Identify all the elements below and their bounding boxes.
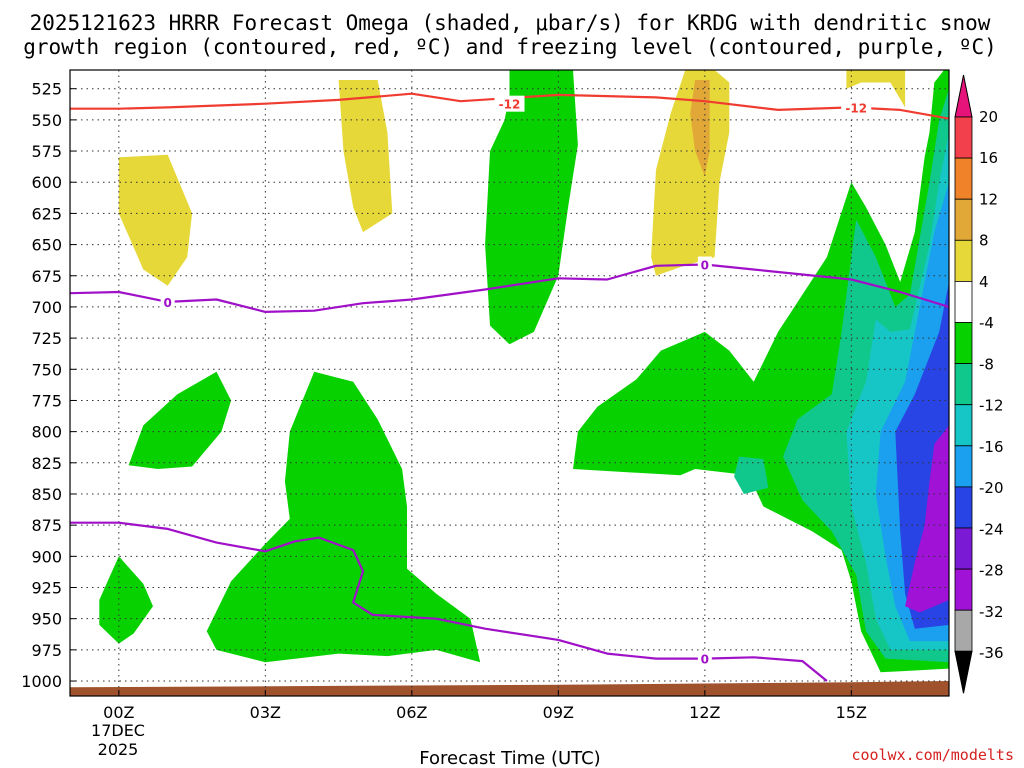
credit-text: coolwx.com/modelts: [851, 746, 1014, 764]
colorbar: 20 16 12 8 4 -4 -8 -12 -16 -20 -24 -28 -32 -36: [954, 74, 1004, 694]
ytick-label-925: 925: [31, 579, 62, 598]
chart-title-line1: 2025121623 HRRR Forecast Omega (shaded, …: [30, 11, 991, 35]
yellow-zone-d: [846, 70, 906, 108]
colorbar-bin--20--16: [954, 445, 973, 488]
x-axis-label: Forecast Time (UTC): [419, 748, 600, 768]
colorbar-label-5: -4: [979, 314, 994, 332]
colorbar-bin--16--12: [954, 404, 973, 447]
colorbar-bin-16-20: [954, 116, 973, 159]
ytick-label-700: 700: [31, 298, 62, 317]
contour-labels: -12 -12 0 0 0: [160, 95, 872, 667]
dgz-minus12-line-label-bg-0: [494, 95, 525, 112]
colorbar-label-12: -32: [979, 603, 1004, 621]
dgz-minus12-line-label-1: -12: [845, 101, 867, 115]
plot-frame: [69, 69, 950, 697]
xtick-label-06Z: 06Z: [396, 703, 427, 722]
colorbar-label-6: -8: [979, 356, 994, 374]
ytick-label-775: 775: [31, 391, 62, 410]
xtick-label-12Z: 12Z: [689, 703, 720, 722]
dgz-minus12-line-label-bg-1: [841, 99, 872, 116]
colorbar-bin-8-12: [954, 198, 973, 241]
freezing-level-upper-label-0: 0: [163, 296, 171, 310]
colorbar-label-10: -24: [979, 521, 1004, 539]
ytick-label-600: 600: [31, 173, 62, 192]
colorbar-bin-12-16: [954, 157, 973, 200]
freezing-level-upper: [70, 263, 949, 313]
colorbar-label-13: -36: [979, 644, 1004, 662]
yellow-zone-b: [338, 80, 393, 233]
xtick-label-09Z: 09Z: [543, 703, 574, 722]
freezing-level-lower-label-0: 0: [701, 653, 709, 667]
colorbar-over-arrow: [954, 74, 973, 118]
violet-zone: [905, 425, 949, 613]
ytick-label-800: 800: [31, 423, 62, 442]
colorbar-bin--32--28: [954, 568, 973, 611]
xtick-label-00Z: 00Z: [103, 703, 134, 722]
freezing-level-upper-label-bg-0: [160, 293, 175, 310]
colorbar-bin-4-8: [954, 239, 973, 282]
dgz-minus12-line-label-0: -12: [499, 98, 521, 112]
ytick-label-750: 750: [31, 360, 62, 379]
colorbar-bin--28--24: [954, 527, 973, 570]
colorbar-bin--12--8: [954, 363, 973, 406]
colorbar-bin--4-4: [954, 280, 973, 323]
colorbar-under-arrow: [954, 650, 973, 694]
colorbar-label-11: -28: [979, 562, 1004, 580]
colorbar-label-8: -16: [979, 438, 1004, 456]
ytick-label-675: 675: [31, 267, 62, 286]
colorbar-label-9: -20: [979, 479, 1004, 497]
colorbar-label-7: -12: [979, 397, 1004, 415]
colorbar-label-2: 12: [979, 191, 998, 209]
ytick-label-975: 975: [31, 641, 62, 660]
green-zone-c: [206, 371, 481, 663]
freezing-level-upper-label-1: 0: [701, 259, 709, 273]
ytick-label-650: 650: [31, 236, 62, 255]
ytick-label-850: 850: [31, 485, 62, 504]
ground-terrain: [70, 681, 949, 696]
green-zone-b: [128, 371, 232, 469]
yellow-zone-a: [118, 154, 193, 286]
freezing-level-lower: [70, 521, 828, 682]
ytick-label-875: 875: [31, 516, 62, 535]
ytick-label-1000: 1000: [21, 672, 62, 691]
teal-zone-b: [734, 456, 769, 494]
xtick-label-15Z: 15Z: [836, 703, 867, 722]
chart-title-line2: growth region (contoured, red, ºC) and f…: [23, 35, 997, 59]
time-axis: 17DEC 2025 00Z 03Z 06Z 09Z 12Z 15Z: [91, 690, 867, 759]
ytick-label-900: 900: [31, 547, 62, 566]
colorbar-label-4: 4: [979, 273, 989, 291]
ytick-label-825: 825: [31, 454, 62, 473]
omega-shading-layer: [99, 70, 949, 673]
yellow-zone-c: [651, 70, 730, 276]
ytick-label-950: 950: [31, 610, 62, 629]
pressure-axis: 525 550 575 600 625 650 675 700 725 750 775 800 825 8…: [21, 80, 76, 691]
freezing-level-upper-label-bg-1: [697, 256, 712, 273]
ytick-label-625: 625: [31, 204, 62, 223]
plot-area: -12 -12 0 0 0: [69, 69, 950, 697]
ytick-label-725: 725: [31, 329, 62, 348]
gridlines: [70, 70, 949, 696]
colorbar-label-3: 8: [979, 232, 989, 250]
colorbar-bin--36--32: [954, 609, 973, 652]
date-label-day: 17DEC: [91, 721, 145, 740]
ytick-label-575: 575: [31, 142, 62, 161]
colorbar-bin--8--4: [954, 322, 973, 364]
colorbar-label-0: 20: [979, 108, 998, 126]
ytick-label-525: 525: [31, 80, 62, 99]
colorbar-bin--24--20: [954, 486, 973, 529]
green-zone-d: [99, 556, 153, 644]
freezing-level-lower-label-bg-0: [697, 650, 712, 667]
xtick-label-03Z: 03Z: [250, 703, 281, 722]
ytick-label-550: 550: [31, 111, 62, 130]
date-label-year: 2025: [98, 740, 139, 759]
colorbar-label-1: 16: [979, 149, 998, 167]
terrain-layer: [70, 681, 949, 696]
